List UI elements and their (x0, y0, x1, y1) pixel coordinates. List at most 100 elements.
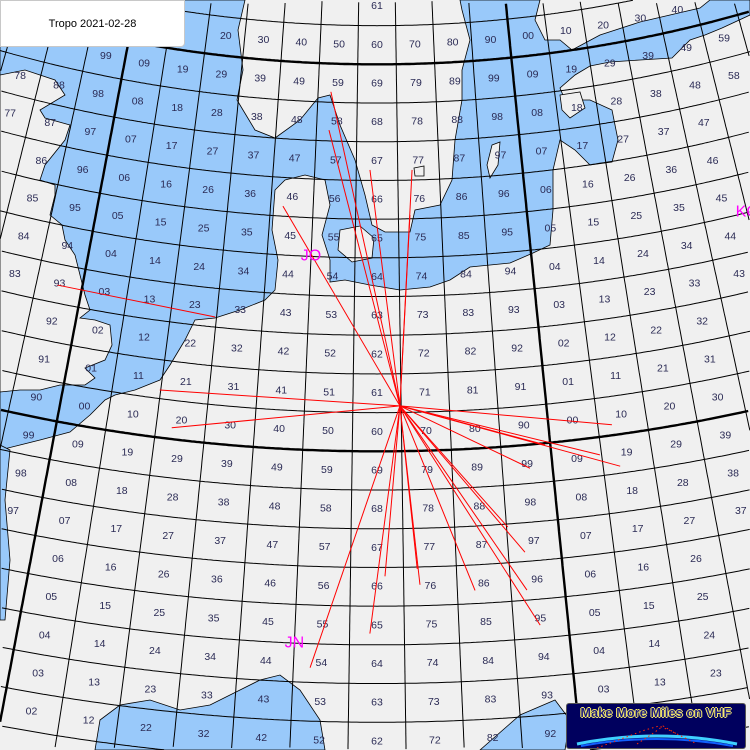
longitude-line (694, 2, 750, 221)
grid-square-label: 20 (176, 415, 188, 427)
grid-square-label: 20 (220, 30, 232, 42)
grid-square-label: 29 (171, 453, 183, 465)
grid-square-label: 65 (371, 232, 383, 244)
grid-square-label: 03 (598, 684, 610, 696)
grid-square-label: 15 (99, 600, 111, 612)
grid-square-label: 79 (421, 464, 433, 476)
tropo-path-line (399, 405, 612, 426)
grid-square-label: 28 (611, 95, 623, 107)
grid-square-label: 73 (417, 309, 429, 321)
grid-square-label: 30 (258, 34, 270, 46)
tropo-path-line (399, 405, 526, 553)
grid-square-label: 69 (371, 77, 383, 89)
grid-square-label: 47 (698, 117, 710, 129)
grid-square-label: 47 (289, 152, 301, 164)
grid-square-label: 18 (571, 102, 583, 114)
grid-square-label: 19 (177, 63, 189, 75)
longitude-line (0, 2, 137, 723)
grid-square-label: 90 (31, 391, 43, 403)
grid-square-label: 02 (26, 706, 38, 718)
grid-square-label: 72 (429, 735, 441, 747)
grid-square-label: 60 (371, 39, 383, 51)
grid-square-label: 60 (371, 426, 383, 438)
grid-square-label: 26 (690, 553, 702, 565)
grid-square-label: 26 (202, 184, 214, 196)
grid-square-label: 30 (712, 391, 724, 403)
field-labels: JO JN KO (285, 204, 750, 652)
grid-square-label: 83 (9, 268, 21, 280)
grid-square-label: 32 (198, 728, 210, 740)
grid-square-label: 07 (59, 515, 71, 527)
grid-square-label: 12 (138, 332, 150, 344)
latitude-line (1, 567, 750, 607)
tropo-path-line (171, 405, 400, 429)
grid-square-label: 19 (122, 447, 134, 459)
grid-square-label: 89 (471, 462, 483, 474)
grid-square-label: 25 (697, 591, 709, 603)
grid-square-label: 01 (562, 376, 574, 388)
latitude-line (0, 448, 750, 491)
grid-square-label: 70 (420, 425, 432, 437)
square-labels: 77 78 83 84 85 86 87 88 97 98 99 90 91 92 93 94 95 96 97 98… (4, 0, 746, 747)
grid-square-label: 48 (689, 79, 701, 91)
grid-square-label: 57 (330, 154, 342, 166)
grid-square-label: 42 (278, 346, 290, 358)
grid-square-label: 13 (654, 676, 666, 688)
grid-square-label: 05 (589, 607, 601, 619)
title-box: Tropo 2021-02-28 (0, 0, 185, 47)
grid-square-label: 36 (244, 188, 256, 200)
tropo-path-line (399, 214, 411, 406)
field-label-jn: JN (285, 634, 305, 651)
grid-square-label: 14 (94, 638, 106, 650)
latitude-line (2, 725, 165, 750)
grid-square-label: 78 (14, 70, 26, 82)
grid-square-label: 70 (409, 38, 421, 50)
grid-square-label: 98 (525, 497, 537, 509)
longitude-line (617, 3, 750, 700)
grid-square-label: 91 (38, 353, 50, 365)
grid-square-label: 40 (273, 423, 285, 435)
grid-square-label: 59 (718, 32, 730, 44)
grid-square-label: 84 (482, 655, 494, 667)
grid-square-label: 24 (703, 629, 715, 641)
grid-square-label: 66 (371, 194, 383, 206)
grid-square-label: 27 (617, 134, 629, 146)
grid-square-label: 91 (515, 381, 527, 393)
longitude-line (394, 2, 407, 750)
grid-square-label: 58 (728, 70, 740, 82)
grid-square-label: 99 (521, 458, 533, 470)
grid-square-label: 23 (189, 299, 201, 311)
grid-square-label: 04 (593, 645, 605, 657)
grid-square-label: 13 (144, 293, 156, 305)
grid-square-label: 76 (425, 580, 437, 592)
grid-square-label: 87 (476, 539, 488, 551)
grid-square-label: 13 (599, 293, 611, 305)
grid-square-label: 29 (216, 69, 228, 81)
grid-square-label: 86 (478, 577, 490, 589)
grid-square-label: 64 (371, 271, 383, 283)
grid-square-label: 89 (449, 75, 461, 87)
grid-square-label: 15 (155, 217, 167, 229)
grid-square-label: 95 (501, 227, 513, 239)
grid-square-label: 07 (536, 145, 548, 157)
grid-square-label: 62 (371, 735, 383, 747)
grid-square-label: 97 (495, 150, 507, 162)
grid-square-label: 10 (127, 408, 139, 420)
grid-square-label: 87 (44, 117, 56, 129)
grid-square-label: 07 (580, 530, 592, 542)
land-overlays (0, 69, 586, 393)
grid-square-label: 59 (321, 464, 333, 476)
grid-square-label: 33 (689, 278, 701, 290)
grid-square-label: 77 (412, 154, 424, 166)
grid-square-label: 93 (541, 689, 553, 701)
grid-square-label: 25 (630, 210, 642, 222)
latitude-line (1, 130, 749, 182)
grid-square-label: 86 (456, 191, 468, 203)
grid-square-label: 24 (637, 248, 649, 260)
grid-square-label: 17 (166, 140, 178, 152)
grid-square-label: 08 (65, 477, 77, 489)
grid-square-label: 18 (626, 485, 638, 497)
